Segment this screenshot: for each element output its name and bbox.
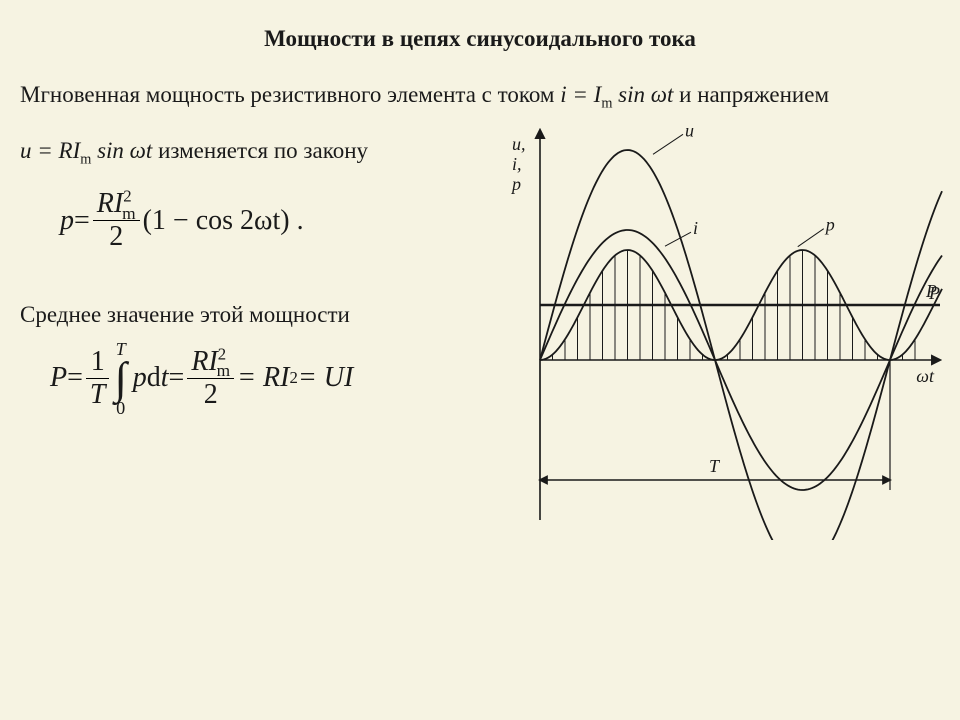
para2-c: изменяется по закону [158,138,368,163]
para2-eq-sub: m [80,152,91,168]
para2-eq-a: u = RI [20,138,80,163]
svg-text:T: T [709,456,721,476]
para1-a: Мгновенная мощность резистивного элемент… [20,82,560,107]
svg-text:u,: u, [512,134,526,154]
f2-frac1: 1 T [86,348,110,409]
f2-P: P [50,362,67,394]
f2-frac2-num: RI2m [187,348,234,378]
para2-eq-b: sin ωt [91,138,152,163]
f2-int-sym: ∫ [114,358,126,398]
f2-frac1-den: T [86,379,110,409]
svg-text:ωt: ωt [916,366,935,386]
page-title: Мощности в цепях синусоидального тока [0,26,960,52]
svg-text:P: P [925,281,937,301]
f1-tail: (1 − cos 2ωt) . [143,205,304,237]
svg-text:u: u [685,120,694,140]
f2-eq4: = UI [298,362,353,394]
f2-eq3: = RI [237,362,289,394]
f2-dt-t: t [161,362,169,394]
f1-frac: RI2m 2 [93,190,140,251]
power-chart-svg: u,i,pωtuipPPT [500,110,950,540]
f2-frac1-num: 1 [87,348,109,378]
f2-int-lower: 0 [116,399,125,417]
f2-integral: T ∫ 0 [114,340,126,417]
f2-eq1: = [67,362,83,394]
page-root: Мощности в цепях синусоидального тока Мг… [0,0,960,720]
svg-text:p: p [510,174,521,194]
f1-eq: = [74,205,90,237]
svg-text:i: i [693,218,698,238]
svg-text:i,: i, [512,154,522,174]
f2-frac2-num-a: RI [191,346,217,377]
f1-num: RI2m [93,190,140,220]
mid-text: Среднее значение этой мощности [20,302,350,328]
f2-p: p [133,362,147,394]
power-chart: u,i,pωtuipPPT [500,110,950,540]
f1-num-a: RI [97,188,123,219]
para2-eq: u = RIm sin ωt [20,138,158,163]
formula-p-row: p = RI2m 2 (1 − cos 2ωt) . [60,190,304,251]
formula-p: p = RI2m 2 (1 − cos 2ωt) . [60,190,304,251]
para1-eq-main: i = I [560,82,601,107]
formula-P-row: P = 1 T T ∫ 0 p dt = RI2m 2 [50,340,353,417]
para1-b: и напряжением [679,82,829,107]
svg-text:p: p [824,215,835,235]
f1-p: p [60,205,74,237]
para1-eq: i = Im sin ωt [560,82,679,107]
para1-eq-tail: sin ωt [612,82,673,107]
formula-P: P = 1 T T ∫ 0 p dt = RI2m 2 [50,340,353,417]
f1-den: 2 [105,221,127,251]
f1-num-sup: 2 [123,187,131,206]
f2-frac2: RI2m 2 [187,348,234,409]
f2-frac2-den: 2 [200,379,222,409]
paragraph-2: u = RIm sin ωt изменяется по закону [20,138,368,164]
paragraph-1: Мгновенная мощность резистивного элемент… [20,82,940,108]
f2-eq2: = [169,362,185,394]
f2-dt-d: d [147,362,161,394]
